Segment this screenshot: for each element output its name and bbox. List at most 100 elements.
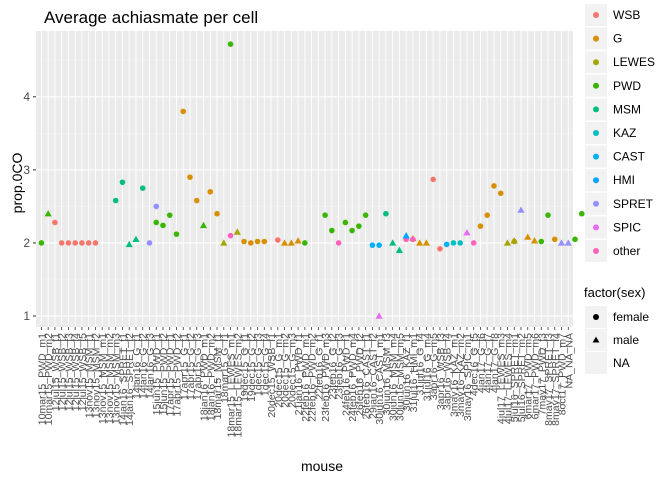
x-tick-label: 3may16_SPIC_m1 <box>462 333 474 421</box>
legend-key-pwd <box>593 82 599 89</box>
data-point-g <box>187 174 193 180</box>
legend-key-spic <box>593 224 599 231</box>
x-tick-label: 12jul15_WSB_f4 <box>70 333 82 411</box>
x-tick-label: 30jun16_CAST_m1 <box>374 333 386 425</box>
legend-label: G <box>613 32 622 46</box>
data-point-pwd <box>199 221 208 229</box>
x-tick-label: 20dec15_G_m1 <box>273 333 285 408</box>
legend-label: other <box>613 244 640 258</box>
data-point-hmi <box>402 232 410 239</box>
data-point-cast <box>376 242 382 248</box>
data-point-g <box>416 239 424 246</box>
x-tick-label: 8may17_SPRET_f3 <box>543 333 555 426</box>
x-tick-label: 31jul16_HMI_m1 <box>408 333 420 413</box>
legend-label: SPIC <box>613 220 641 234</box>
legend-label: SPRET <box>613 197 654 211</box>
data-point-cast <box>369 242 376 248</box>
x-axis-title: mouse <box>301 458 343 474</box>
data-points <box>38 41 585 319</box>
legend-strain: WSB G LEWES PWD MSM KAZ CAST HMI SPRET SPIC other <box>585 4 655 262</box>
x-tick-label: 18mar15_MSM_f1 <box>212 333 224 420</box>
data-point-lewes <box>233 228 241 235</box>
x-tick-label: 30jun16_KAZ_f1 <box>401 333 413 411</box>
legend-key-g <box>593 35 599 42</box>
x-tick-label: 18mar15_LEWES_m2 <box>232 333 244 438</box>
data-point-spret <box>564 239 572 246</box>
x-tick-label: 15jun15_PWD_f2 <box>158 333 170 415</box>
data-point-wsb <box>275 237 281 243</box>
x-tick-label: 1dec15_G_f3 <box>253 333 265 396</box>
x-tick-label: 13nov15_MSM_m3 <box>111 333 123 424</box>
data-point-pwd <box>160 222 166 229</box>
legend-label: HMI <box>613 173 635 187</box>
x-tick-label: 3apr16_G_m5 <box>428 333 440 400</box>
x-tick-label: 13nov15_MSM_f2 <box>90 333 102 418</box>
x-tick-label: 14jan16_G_f1 <box>131 333 143 399</box>
x-tick-label: 17apr15_G_f3 <box>192 333 204 400</box>
data-point-wsb <box>92 240 99 246</box>
x-tick-label: 4jan17_G_f6 <box>475 333 487 393</box>
data-point-msm <box>383 210 389 217</box>
x-tick-label: 22feb16_PWD_m1 <box>300 333 312 422</box>
data-point-wsb <box>65 240 72 246</box>
data-point-other <box>410 236 416 243</box>
data-point-spic <box>463 229 471 236</box>
data-point-kaz <box>457 240 463 246</box>
x-tick-label: 30jun16_MSM_m5 <box>394 333 406 421</box>
data-point-msm <box>119 179 126 186</box>
x-tick-label: 4jul17_LEWES_m4 <box>502 333 514 424</box>
x-tick-label: 5jul16_SPRET_m2 <box>516 333 528 422</box>
x-tick-label: 13nov15_MSM_m1 <box>97 333 109 424</box>
x-tick-label: 15jun15_PWD_f1 <box>151 333 163 415</box>
legend-key-hmi <box>593 177 599 184</box>
x-tick-label: 10mar15_PWD_m2 <box>43 333 55 425</box>
x-tick-label: 4dec16_G_f5 <box>469 333 481 396</box>
data-point-msm <box>112 197 119 204</box>
data-point-g <box>530 237 539 244</box>
x-tick-label: 26feb16_PWD_f2 <box>354 333 366 416</box>
legend-key-kaz <box>593 130 599 136</box>
data-point-g <box>524 233 532 240</box>
legend-key-spret <box>593 200 599 207</box>
plot-title: Average achiasmate per cell <box>44 8 258 27</box>
data-point-g <box>241 238 247 245</box>
x-tick-label: 14jan16_G_f3 <box>144 333 156 399</box>
x-tick-label: 24feb16_PWD_m4 <box>347 333 359 422</box>
legend-label: NA <box>613 356 630 370</box>
x-tick-label: 30jun16_MSM_m4 <box>388 333 400 421</box>
data-point-pwd <box>545 212 551 218</box>
legend-key-other <box>593 248 599 254</box>
legend-sex: female male NA <box>585 306 649 374</box>
y-tick-label: 1 <box>23 309 30 323</box>
data-point-g <box>180 108 187 115</box>
data-point-pwd <box>302 240 308 246</box>
data-point-wsb <box>437 245 443 252</box>
data-point-g <box>207 188 214 195</box>
x-tick-label: 17apr15_G_f2 <box>185 333 197 400</box>
x-tick-label: 12jul15_WSB_f3 <box>63 333 75 411</box>
data-point-pwd <box>329 227 335 234</box>
data-point-kaz <box>450 240 457 246</box>
x-tick-label: 31jul16_G_f4 <box>415 333 427 396</box>
data-point-wsb <box>85 240 92 246</box>
x-tick-label: 7may17_PWD_f3 <box>536 333 548 415</box>
data-point-g <box>248 240 254 246</box>
data-point-pwd <box>153 219 160 226</box>
data-point-pwd <box>227 41 234 47</box>
x-tick-label: 26feb16_CAST_f1 <box>361 333 373 420</box>
data-point-g <box>477 223 484 229</box>
legend-key-msm <box>593 106 599 113</box>
x-tick-label: 1dec15_G_f4 <box>259 333 271 396</box>
data-point-pwd <box>38 240 45 246</box>
data-point-msm <box>132 235 140 242</box>
data-point-pwd <box>44 210 52 217</box>
data-point-msm <box>125 240 133 248</box>
legend-label: KAZ <box>613 126 636 140</box>
x-tick-label: 22feb16_PWD_m2 <box>307 333 319 422</box>
x-tick-label: 4jul17_LEWES_m3 <box>496 333 508 424</box>
x-tick-label: 3apr16_WSB_f4 <box>442 333 454 410</box>
x-tick-label: 23feb16_PWD_m3 <box>320 333 332 422</box>
data-point-lewes <box>510 237 518 244</box>
legend-key-lewes <box>593 59 599 66</box>
x-tick-label: 12jul15_WSB_f1 <box>50 333 62 411</box>
